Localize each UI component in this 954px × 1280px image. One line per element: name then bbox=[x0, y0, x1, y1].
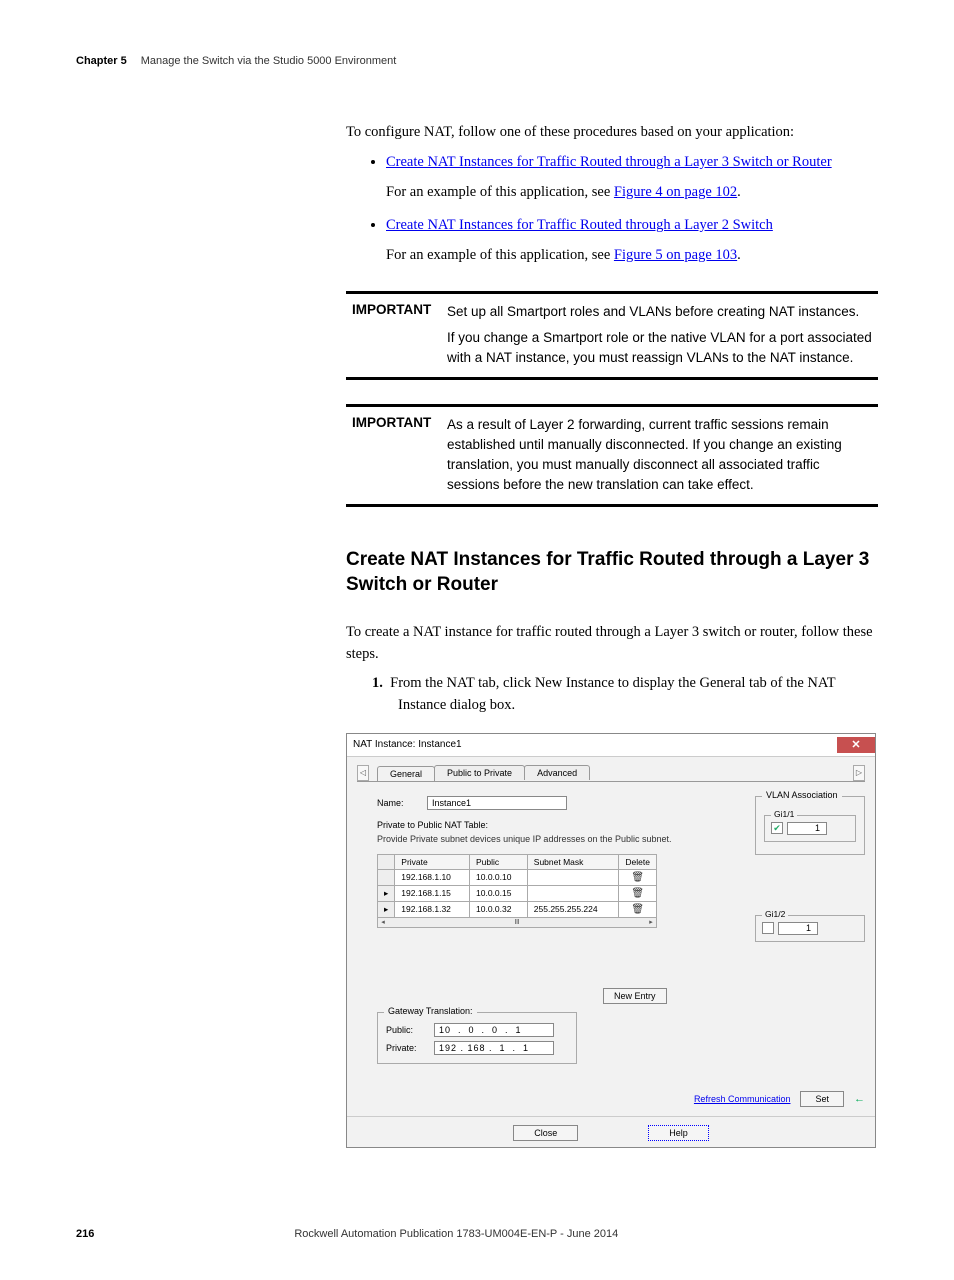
vlan-g1-value[interactable] bbox=[787, 822, 827, 835]
important-label-2: IMPORTANT bbox=[352, 415, 447, 496]
step-text: From the NAT tab, click New Instance to … bbox=[390, 675, 835, 713]
name-input[interactable] bbox=[427, 796, 567, 810]
link-figure5[interactable]: Figure 5 on page 103 bbox=[614, 247, 737, 263]
page-footer: 216 Rockwell Automation Publication 1783… bbox=[76, 1228, 878, 1240]
important-text-1: Set up all Smartport roles and VLANs bef… bbox=[447, 302, 872, 369]
tab-advanced[interactable]: Advanced bbox=[524, 765, 590, 780]
trash-icon: 🗑 bbox=[631, 904, 644, 915]
tab-nav-right[interactable]: ▷ bbox=[853, 765, 865, 781]
public-label: Public: bbox=[386, 1025, 426, 1035]
nat-table-label: Private to Public NAT Table: bbox=[377, 820, 741, 830]
table-row[interactable]: ▸ 192.168.1.32 10.0.0.32 255.255.255.224… bbox=[378, 901, 657, 917]
name-label: Name: bbox=[377, 798, 417, 808]
close-button[interactable]: ✕ bbox=[837, 737, 875, 753]
bullet-2-subtext: For an example of this application, see … bbox=[386, 245, 878, 267]
link-figure4[interactable]: Figure 4 on page 102 bbox=[614, 184, 737, 200]
bullet-item-2: Create NAT Instances for Traffic Routed … bbox=[386, 215, 878, 267]
dialog-footer: Close Help bbox=[347, 1116, 875, 1141]
col-mask: Subnet Mask bbox=[527, 854, 619, 869]
step-1: 1. From the NAT tab, click New Instance … bbox=[372, 673, 878, 717]
important-text-2: As a result of Layer 2 forwarding, curre… bbox=[447, 415, 872, 496]
important-box-2: IMPORTANT As a result of Layer 2 forward… bbox=[346, 404, 878, 507]
new-entry-button[interactable]: New Entry bbox=[603, 988, 667, 1004]
set-arrow-icon: ← bbox=[854, 1093, 865, 1105]
nat-table: Private Public Subnet Mask Delete 192.16… bbox=[377, 854, 657, 918]
dialog-title-text: NAT Instance: Instance1 bbox=[353, 739, 462, 750]
chapter-title: Manage the Switch via the Studio 5000 En… bbox=[141, 55, 397, 67]
refresh-link[interactable]: Refresh Communication bbox=[694, 1094, 791, 1104]
table-row[interactable]: ▸ 192.168.1.15 10.0.0.15 🗑 bbox=[378, 885, 657, 901]
dialog-titlebar: NAT Instance: Instance1 ✕ bbox=[347, 734, 875, 757]
step-num: 1. bbox=[372, 675, 383, 691]
set-button[interactable]: Set bbox=[800, 1091, 844, 1107]
chapter-label: Chapter 5 bbox=[76, 55, 127, 67]
bottom-actions: Refresh Communication Set ← bbox=[694, 1091, 865, 1107]
section-intro: To create a NAT instance for traffic rou… bbox=[346, 622, 878, 666]
scroll-right-icon: ▸ bbox=[646, 918, 656, 926]
vlan-legend: VLAN Association bbox=[762, 790, 842, 800]
tab-general[interactable]: General bbox=[377, 766, 435, 781]
col-delete: Delete bbox=[619, 854, 657, 869]
intro-text: To configure NAT, follow one of these pr… bbox=[346, 122, 878, 144]
vlan-association-box: VLAN Association Gi1/1 ✔ bbox=[755, 796, 865, 855]
link-layer3[interactable]: Create NAT Instances for Traffic Routed … bbox=[386, 154, 832, 170]
close-icon: ✕ bbox=[851, 738, 860, 751]
bullet-list: Create NAT Instances for Traffic Routed … bbox=[346, 152, 878, 267]
gateway-translation-box: Gateway Translation: Public: Private: bbox=[377, 1012, 577, 1064]
col-marker bbox=[378, 854, 395, 869]
nat-table-subtitle: Provide Private subnet devices unique IP… bbox=[377, 834, 741, 844]
help-button[interactable]: Help bbox=[648, 1125, 709, 1141]
tabs-row: ◁ General Public to Private Advanced ▷ bbox=[357, 765, 865, 782]
trash-icon: 🗑 bbox=[631, 888, 644, 899]
bullet-1-subtext: For an example of this application, see … bbox=[386, 182, 878, 204]
important-box-1: IMPORTANT Set up all Smartport roles and… bbox=[346, 291, 878, 380]
publication-text: Rockwell Automation Publication 1783-UM0… bbox=[294, 1228, 618, 1240]
vlan-gi1-1: Gi1/1 ✔ bbox=[764, 815, 856, 842]
important-label-1: IMPORTANT bbox=[352, 302, 447, 369]
link-layer2[interactable]: Create NAT Instances for Traffic Routed … bbox=[386, 217, 773, 233]
tab-nav-left[interactable]: ◁ bbox=[357, 765, 369, 781]
private-label: Private: bbox=[386, 1043, 426, 1053]
vlan-g2-checkbox[interactable] bbox=[762, 922, 774, 934]
col-private: Private bbox=[395, 854, 470, 869]
table-scrollbar[interactable]: ◂ Ⅲ ▸ bbox=[377, 918, 657, 928]
col-public: Public bbox=[470, 854, 528, 869]
nat-instance-dialog: NAT Instance: Instance1 ✕ ◁ General Publ… bbox=[346, 733, 876, 1148]
vlan-g1-checkbox[interactable]: ✔ bbox=[771, 822, 783, 834]
public-ip-input[interactable] bbox=[434, 1023, 554, 1037]
vlan-g2-value[interactable] bbox=[778, 922, 818, 935]
close-dialog-button[interactable]: Close bbox=[513, 1125, 578, 1141]
page-number: 216 bbox=[76, 1228, 94, 1240]
table-row[interactable]: 192.168.1.10 10.0.0.10 🗑 bbox=[378, 869, 657, 885]
trash-icon: 🗑 bbox=[631, 872, 644, 883]
private-ip-input[interactable] bbox=[434, 1041, 554, 1055]
section-heading: Create NAT Instances for Traffic Routed … bbox=[346, 547, 878, 598]
page-header: Chapter 5 Manage the Switch via the Stud… bbox=[76, 55, 878, 67]
tab-public-to-private[interactable]: Public to Private bbox=[434, 765, 525, 780]
gateway-legend: Gateway Translation: bbox=[384, 1006, 477, 1016]
scroll-left-icon: ◂ bbox=[378, 918, 388, 926]
bullet-item-1: Create NAT Instances for Traffic Routed … bbox=[386, 152, 878, 204]
vlan-gi1-2: Gi1/2 bbox=[755, 915, 865, 942]
